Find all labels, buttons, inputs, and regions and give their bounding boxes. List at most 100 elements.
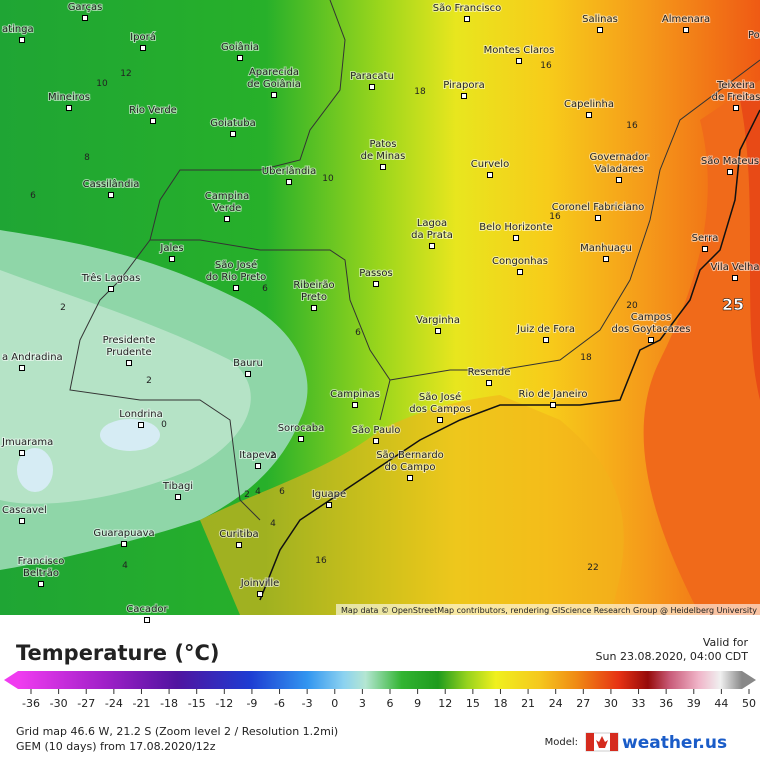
colorbar-tick-label: 3	[359, 697, 366, 710]
city-label: São Francisco	[433, 3, 501, 14]
city-label: Prudente	[106, 347, 151, 358]
city-marker	[138, 422, 144, 428]
city-label: Almenara	[662, 14, 710, 25]
city-marker	[19, 450, 25, 456]
city-marker	[373, 438, 379, 444]
colorbar-tick-label: -3	[302, 697, 313, 710]
city-marker	[230, 131, 236, 137]
city-marker	[19, 518, 25, 524]
city-label: da Prata	[411, 230, 453, 241]
city-marker	[586, 112, 592, 118]
city-label: Verde	[213, 203, 242, 214]
city-marker	[121, 541, 127, 547]
city-label: São Paulo	[352, 425, 401, 436]
city-label: Uberlândia	[262, 165, 316, 177]
contour-label: 10	[322, 174, 334, 184]
model-run: GEM (10 days) from 17.08.2020/12z	[16, 740, 216, 753]
contour-label: 6	[279, 487, 285, 497]
city-label: Cassilândia	[83, 178, 140, 190]
contour-label: 12	[120, 69, 131, 79]
city-marker	[66, 105, 72, 111]
city-marker	[595, 215, 601, 221]
colorbar-tick-label: 50	[742, 697, 756, 710]
colorbar-tick-label: 9	[414, 697, 421, 710]
colorbar-arrow-left	[4, 671, 18, 689]
city-marker	[236, 542, 242, 548]
city-marker	[702, 246, 708, 252]
city-marker	[437, 417, 443, 423]
contour-label: 18	[414, 87, 426, 97]
contour-label: 8	[84, 153, 90, 163]
city-marker	[175, 494, 181, 500]
city-label: de Freitas	[712, 92, 760, 103]
city-label: Itapeva	[239, 450, 277, 461]
city-marker	[380, 164, 386, 170]
colorbar-tick-label: 39	[687, 697, 701, 710]
contour-label: 10	[96, 79, 108, 89]
city-marker	[373, 281, 379, 287]
colorbar-tick-label: 12	[438, 697, 452, 710]
city-label: Goiatuba	[210, 118, 256, 129]
contour-label: 16	[549, 212, 561, 222]
warm-sea	[200, 395, 624, 615]
contour-label: 6	[262, 284, 268, 294]
city-label: Juiz de Fora	[516, 324, 575, 335]
city-marker	[727, 169, 733, 175]
city-marker	[311, 305, 317, 311]
city-marker	[233, 285, 239, 291]
legend: Temperature (°C) Valid for Sun 23.08.202…	[4, 636, 756, 753]
colorbar-tick-label: -27	[77, 697, 95, 710]
city-label: Joinville	[240, 578, 280, 589]
contour-label: 22	[587, 563, 598, 573]
valid-label: Valid for	[703, 636, 749, 649]
maple-leaf	[596, 736, 608, 748]
contour-label: 16	[626, 121, 638, 131]
city-label: Jales	[159, 243, 183, 254]
city-marker	[464, 16, 470, 22]
city-label: Teixeira	[716, 80, 755, 91]
warm-area	[740, 100, 760, 400]
city-marker	[352, 402, 358, 408]
city-marker	[108, 286, 114, 292]
city-label: Salinas	[582, 14, 618, 25]
city-label: Garças	[68, 2, 103, 13]
contour-label: 4	[270, 519, 276, 529]
colorbar	[18, 671, 742, 689]
city-marker	[513, 235, 519, 241]
colorbar-tick-label: 33	[632, 697, 646, 710]
city-marker	[126, 360, 132, 366]
flag-band	[586, 733, 594, 751]
coastline	[259, 109, 760, 601]
city-label: Manhuaçu	[580, 243, 632, 254]
city-label: Campina	[205, 191, 249, 202]
colorbar-tick-label: -30	[50, 697, 68, 710]
city-marker	[616, 177, 622, 183]
city-marker	[169, 256, 175, 262]
city-label: Goiânia	[221, 41, 259, 53]
brand[interactable]: weather.us	[622, 733, 727, 753]
colorbar-tick-label: -21	[132, 697, 150, 710]
city-label: Patos	[370, 139, 397, 150]
city-label: de Goiânia	[247, 78, 301, 90]
city-label: Serra	[692, 233, 719, 244]
city-label: dos Goytacazes	[612, 324, 691, 335]
city-label: Iguape	[312, 489, 346, 500]
colorbar-tick-label: 18	[493, 697, 507, 710]
city-marker	[286, 179, 292, 185]
city-label: Ribeirão	[293, 280, 334, 291]
colorbar-arrow-right	[742, 671, 756, 689]
city-label: Port	[748, 30, 760, 41]
city-label: Cacador	[126, 604, 168, 615]
city-marker	[224, 216, 230, 222]
city-label: Campos	[631, 312, 672, 323]
contour-label: 20	[626, 301, 638, 311]
colorbar-tick-label: -18	[160, 697, 178, 710]
city-marker	[407, 475, 413, 481]
contour-label: 18	[580, 353, 592, 363]
contour-label: 4	[122, 561, 128, 571]
grid-info: Grid map 46.6 W, 21.2 S (Zoom level 2 / …	[16, 725, 338, 738]
valid-time: Sun 23.08.2020, 04:00 CDT	[596, 650, 749, 663]
